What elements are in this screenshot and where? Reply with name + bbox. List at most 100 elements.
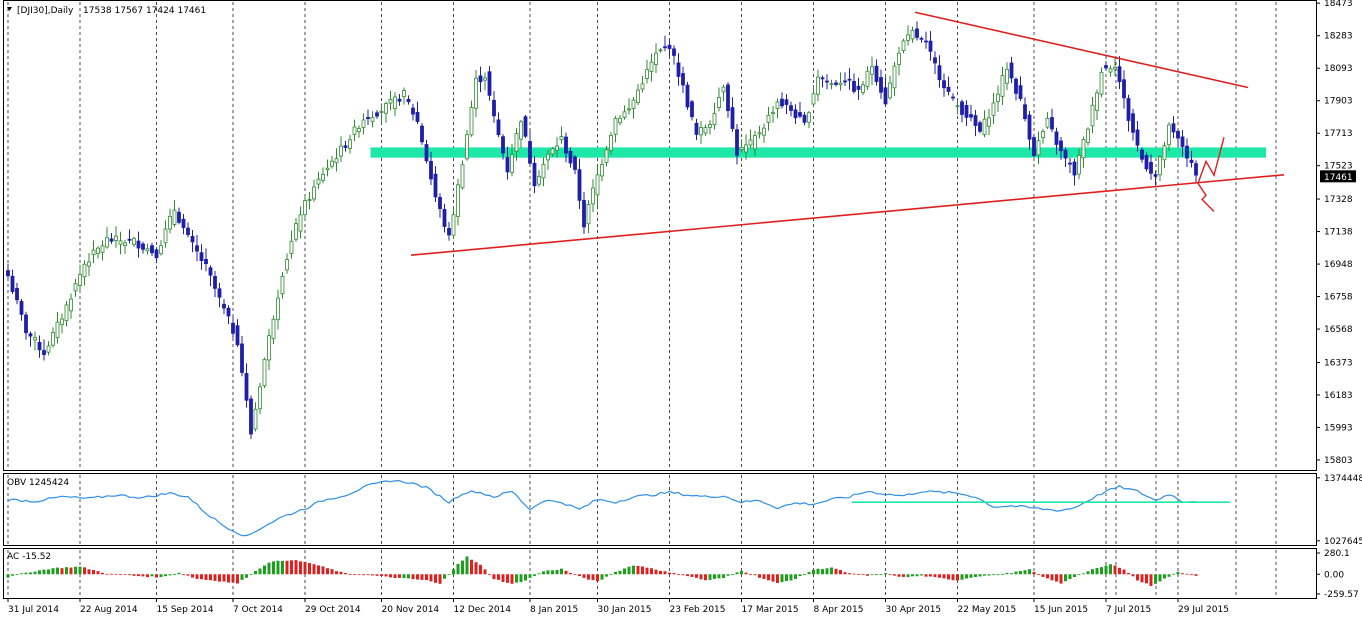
time-tick-label: 30 Jan 2015 [598,605,652,615]
ac-histogram-bar [569,572,572,575]
candle-body [667,44,672,49]
ac-histogram-bar [1181,573,1184,575]
ac-histogram-bar [636,565,640,575]
ac-histogram-bar [672,573,676,575]
candle-body [226,307,231,317]
candle-body [694,122,699,135]
candle-body [244,373,249,401]
candle-body [78,273,82,286]
candle-body [496,119,501,136]
candle-body [406,98,411,103]
ac-histogram-bar [987,574,991,576]
candle-body [1072,161,1077,176]
ac-histogram-bar [335,571,338,575]
candle-body [708,124,712,128]
candle-body [289,240,294,254]
ac-histogram-bar [771,574,775,582]
candle-body [816,76,820,95]
ac-histogram-bar [348,573,352,575]
candle-body [595,174,600,196]
ac-histogram-bar [420,574,424,580]
ac-histogram-bar [731,574,734,576]
ac-histogram-bar [96,571,100,575]
ac-histogram-bar [956,574,959,581]
candle-body [73,283,78,292]
candle-body [276,297,280,321]
candle-body [109,238,114,242]
candle-body [690,101,694,118]
price-tick-label: 15803 [1324,456,1353,466]
candle-body [883,87,888,105]
candle-body [37,341,42,351]
candle-body [181,218,186,228]
candle-body [1153,174,1158,177]
ac-histogram-bar [641,566,644,575]
ac-histogram-bar [155,574,158,578]
ac-histogram-bar [1140,574,1144,583]
ac-histogram-bar [312,564,316,575]
ac-histogram-bar [6,574,10,578]
ac-histogram-bar [114,573,118,575]
current-price-box [1320,170,1356,183]
time-tick-label: 31 Jul 2014 [8,605,59,615]
candle-body [1099,71,1104,95]
candle-body [132,238,136,246]
candle-body [1171,123,1176,133]
ac-histogram-bar [83,567,86,575]
candle-body [604,149,609,163]
candle-body [46,345,51,353]
candle-body [334,158,339,164]
ac-histogram-bar [227,574,230,583]
ac-histogram-bar [87,569,91,575]
ac-histogram-bar [839,569,842,575]
ac-histogram-bar [911,574,914,577]
ac-histogram-bar [614,571,617,575]
candle-body [361,119,366,128]
bearish-scenario-arrow [1197,182,1215,212]
ac-histogram-bar [240,574,244,580]
candle-body [172,209,177,225]
ac-histogram-bar [1172,573,1175,575]
candle-body [658,49,663,52]
price-tick-label: 18473 [1324,0,1353,9]
ac-histogram-bar [1194,574,1198,576]
ac-histogram-bar [1073,574,1076,578]
candle-body [19,301,24,315]
symbol-label: [DJI30],Daily [17,6,74,16]
ac-histogram-bar [429,574,433,582]
ac-histogram-bar [195,574,199,579]
ac-histogram-bar [605,574,608,577]
candle-body [843,80,847,83]
ac-histogram-bar [141,574,145,577]
ac-histogram-bar [663,571,667,575]
candle-body [892,65,897,89]
candle-body [316,178,321,185]
candle-body [1063,149,1068,159]
candle-body [928,40,933,52]
ac-histogram-bar [1014,571,1018,575]
candle-body [618,117,622,124]
ac-histogram-bar [263,565,266,575]
price-tick-label: 16373 [1324,358,1353,368]
ac-histogram-bar [1113,565,1117,575]
ac-histogram-bar [515,574,518,583]
current-price-label: 17461 [1324,173,1353,183]
candle-body [946,86,951,92]
candle-body [978,122,982,132]
resistance-trendline [914,11,1249,89]
candle-body [285,259,289,271]
candle-body [294,223,298,240]
ac-histogram-bar [533,574,536,576]
chart-menu-triangle-icon[interactable] [7,7,12,11]
ac-histogram-bar [24,572,28,575]
candle-body [474,77,478,109]
ac-histogram-bar [105,573,109,575]
candle-body [915,28,919,38]
ac-histogram-bar [74,566,77,575]
ac-histogram-bar [942,574,946,579]
candle-body [1108,68,1113,73]
ac-histogram-bar [1158,574,1162,582]
ac-histogram-bar [1163,574,1166,579]
ac-histogram-bar [78,566,82,575]
